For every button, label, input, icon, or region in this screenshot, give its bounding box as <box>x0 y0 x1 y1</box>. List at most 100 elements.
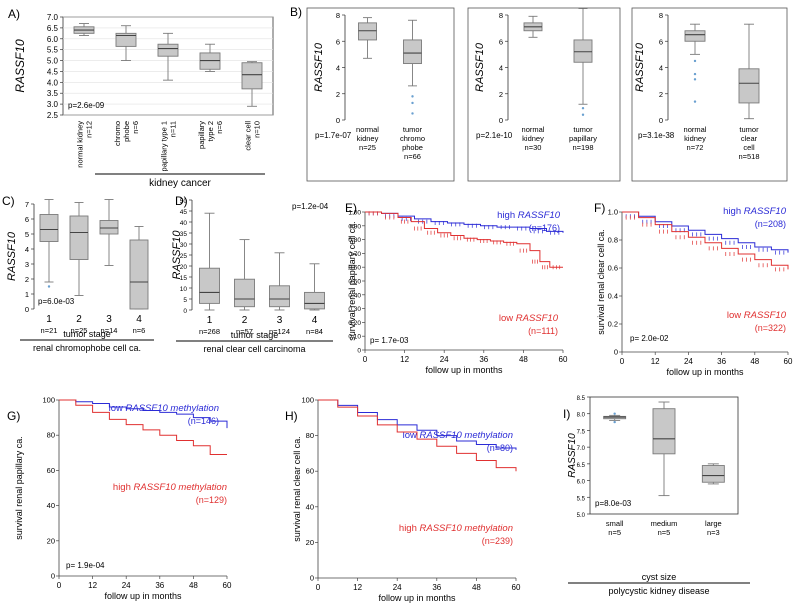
category-label: papillary type 1 <box>160 121 169 171</box>
y-tick-label: 2 <box>499 90 503 99</box>
count-label: n=21 <box>41 326 58 335</box>
y-tick-label: 40 <box>47 501 55 510</box>
x-tick-label: 36 <box>717 357 726 366</box>
y-tick-label: 35 <box>180 231 188 238</box>
outlier-point <box>613 412 616 415</box>
y-tick-label: 0.8 <box>608 236 618 245</box>
count-label: n=268 <box>199 327 220 336</box>
category-label: 2 <box>242 315 248 326</box>
y-tick-label: 80 <box>306 431 314 440</box>
label-part: methylation <box>462 523 513 534</box>
y-tick-label: 8 <box>499 11 503 20</box>
category-label: chromo <box>400 134 425 143</box>
y-tick-label: 6 <box>25 215 29 224</box>
x-tick-label: 12 <box>651 357 660 366</box>
y-tick-label: 8 <box>659 11 663 20</box>
y-tick-label: 25 <box>180 253 188 260</box>
y-axis-label: RASSF10 <box>634 42 646 92</box>
y-tick-label: 2 <box>659 90 663 99</box>
box <box>269 285 290 308</box>
category-label: n=11 <box>169 121 178 137</box>
y-tick-label: 4 <box>25 245 29 254</box>
category-label: phobe <box>402 143 423 152</box>
y-tick-label: 0.10 <box>348 334 361 341</box>
box <box>39 214 59 242</box>
x-tick-label: 24 <box>440 355 449 364</box>
p-value: p=8.0e-03 <box>595 499 632 508</box>
panel-label: D) <box>175 194 188 208</box>
y-tick-label: 3 <box>25 260 29 269</box>
y-tick-label: 8.0 <box>577 413 586 419</box>
y-tick-label: 8 <box>336 11 340 20</box>
p-value: p=1.7e-07 <box>315 131 352 140</box>
series-label: high RASSF10 <box>723 206 787 217</box>
box <box>652 408 676 455</box>
y-tick-label: 8.5 <box>577 396 586 402</box>
category-label: normal <box>356 125 379 134</box>
panel-frame-b2 <box>467 7 621 182</box>
y-tick-label: 1.0 <box>608 208 618 217</box>
p-value: p= 1.7e-03 <box>370 336 409 345</box>
outlier-point <box>47 285 51 288</box>
y-tick-label: 7 <box>25 200 29 209</box>
panel-a: A) 2.5 3.0 3.5 4.0 4.55.0 5.5 6.0 6.5 7.0 RASSF10 n… <box>8 7 274 189</box>
category-label: small <box>606 519 624 528</box>
label-part: methylation <box>176 482 227 493</box>
box <box>115 32 137 47</box>
y-tick-label: 2 <box>336 90 340 99</box>
category-label: n=198 <box>572 143 593 152</box>
series-count: (n=208) <box>755 219 786 229</box>
category-label: papillary <box>197 121 206 149</box>
y-tick-label: 6 <box>499 37 503 46</box>
y-tick-label: 4 <box>659 64 663 73</box>
y-tick-label: 4.0 <box>47 78 59 87</box>
category-label: n=66 <box>404 152 421 161</box>
series-label: high RASSF10 methylation <box>399 523 513 534</box>
x-tick-label: 60 <box>784 357 793 366</box>
category-label: 3 <box>277 315 283 326</box>
x-tick-label: 48 <box>472 583 481 592</box>
y-tick-label: 60 <box>47 466 55 475</box>
panel-label: H) <box>285 409 298 423</box>
x-tick-label: 0 <box>316 583 321 592</box>
y-tick-label: 2 <box>25 275 29 284</box>
category-label: n=25 <box>359 143 376 152</box>
y-tick-label: 5.5 <box>47 46 59 55</box>
y-tick-label: 20 <box>47 536 55 545</box>
category-label: n=3 <box>707 528 720 537</box>
group-label: kidney cancer <box>149 178 211 189</box>
x-axis-label: tumor stage <box>231 330 279 340</box>
y-tick-label: 1 <box>25 290 29 299</box>
label-part: high <box>497 210 518 221</box>
y-axis-label: RASSF10 <box>474 42 486 92</box>
x-tick-label: 12 <box>400 355 409 364</box>
panel-g: G) 0 20 40 60 80 100 0 12 24 36 48 60 follow up in mo… <box>7 396 232 602</box>
y-tick-label: 0 <box>183 308 187 315</box>
x-tick-label: 60 <box>559 355 568 364</box>
outlier-point <box>411 95 414 98</box>
panel-d: D) 0 5 10 15 20 25 30 35 40 45 50 RASSF10 1n=268 2n=57… <box>171 194 333 354</box>
y-tick-label: 0 <box>336 116 340 125</box>
category-label: n=6 <box>215 121 224 134</box>
y-tick-label: 0.90 <box>348 223 361 230</box>
y-tick-label: 0.6 <box>608 264 618 273</box>
y-tick-label: 2.5 <box>47 111 59 120</box>
count-label: n=6 <box>133 326 146 335</box>
category-label: n=518 <box>738 152 759 161</box>
y-axis-label: RASSF10 <box>567 433 578 478</box>
box <box>99 220 119 235</box>
y-axis-label: RASSF10 <box>6 231 18 281</box>
x-tick-label: 0 <box>620 357 625 366</box>
y-tick-label: 0 <box>25 305 29 314</box>
series-count: (n=322) <box>755 323 786 333</box>
y-tick-label: 0.30 <box>348 306 361 313</box>
y-tick-label: 6.0 <box>47 35 59 44</box>
box <box>234 278 255 308</box>
outlier-point <box>693 100 697 103</box>
y-tick-label: 0.80 <box>348 237 361 244</box>
box <box>701 465 725 483</box>
x-axis-label: renal chromophobe cell ca. <box>33 343 141 353</box>
y-tick-label: 80 <box>47 431 55 440</box>
